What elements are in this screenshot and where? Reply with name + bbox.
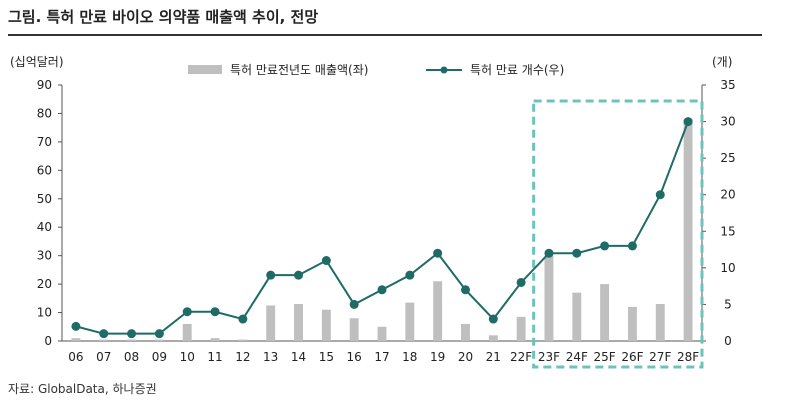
line-point: [294, 270, 304, 280]
left-tick-label: 70: [37, 135, 52, 149]
bar: [210, 338, 220, 341]
bar: [321, 309, 331, 341]
line-point: [488, 314, 498, 324]
x-tick-label: 28F: [677, 350, 699, 364]
x-tick-label: 15: [319, 350, 334, 364]
bar: [377, 326, 387, 341]
left-tick-label: 60: [37, 163, 52, 177]
line-series: [75, 121, 690, 335]
bar: [99, 339, 109, 341]
left-tick-label: 80: [37, 106, 52, 120]
legend-line-label: 특허 만료 개수(우): [470, 63, 564, 77]
bar: [182, 323, 192, 341]
line-point: [99, 329, 109, 339]
bar: [627, 306, 637, 341]
bar: [461, 323, 470, 341]
right-tick-label: 10: [720, 261, 735, 275]
x-tick-label: 06: [68, 350, 83, 364]
bar: [655, 304, 665, 341]
bar: [127, 339, 137, 341]
left-tick-label: 50: [37, 192, 52, 206]
x-tick-label: 27F: [649, 350, 671, 364]
x-tick-label: 10: [180, 350, 195, 364]
source-note: 자료: GlobalData, 하나증권: [8, 382, 157, 396]
line-point: [405, 270, 415, 280]
chart-title: 그림. 특허 만료 바이오 의약품 매출액 추이, 전망: [8, 8, 319, 26]
bar: [516, 316, 526, 341]
bar: [238, 339, 248, 341]
line-point: [71, 321, 81, 331]
left-axis-unit: (십억달러): [10, 55, 64, 69]
line-point: [460, 285, 470, 295]
x-tick-label: 11: [207, 350, 222, 364]
left-tick-label: 10: [37, 306, 52, 320]
line-point: [349, 299, 359, 309]
title-divider: [8, 34, 762, 36]
line-point: [266, 270, 276, 280]
x-tick-label: 18: [402, 350, 417, 364]
line-point: [683, 117, 693, 127]
right-axis-unit: (개): [712, 55, 732, 69]
x-tick-label: 09: [152, 350, 167, 364]
bar: [294, 304, 303, 341]
right-tick-label: 25: [720, 151, 735, 165]
bar: [683, 119, 693, 341]
x-tick-label: 25F: [594, 350, 616, 364]
left-tick-label: 30: [37, 249, 52, 263]
line-point: [516, 277, 526, 287]
line-point: [154, 329, 164, 339]
line-point: [572, 248, 582, 258]
line-point: [433, 248, 443, 258]
x-tick-label: 20: [458, 350, 473, 364]
bar: [405, 302, 415, 341]
x-tick-label: 26F: [621, 350, 643, 364]
legend-bar-swatch: [188, 65, 222, 74]
right-tick-label: 35: [720, 78, 735, 92]
line-point: [182, 307, 192, 317]
line-point: [544, 248, 554, 258]
x-tick-label: 22F: [510, 350, 532, 364]
right-tick-label: 20: [720, 188, 735, 202]
line-point: [210, 307, 220, 317]
x-tick-label: 12: [235, 350, 250, 364]
bar: [266, 305, 276, 341]
x-tick-label: 13: [263, 350, 278, 364]
left-tick-label: 20: [37, 277, 52, 291]
left-tick-label: 90: [37, 78, 52, 92]
left-tick-label: 0: [44, 334, 52, 348]
legend-line-marker: [440, 66, 448, 74]
x-tick-label: 19: [430, 350, 445, 364]
line-point: [377, 285, 387, 295]
line-point: [321, 256, 331, 266]
x-tick-label: 07: [96, 350, 111, 364]
line-point: [627, 241, 637, 251]
line-point: [127, 329, 137, 339]
left-tick-label: 40: [37, 220, 52, 234]
bar: [544, 255, 554, 341]
bar: [433, 281, 443, 341]
right-tick-label: 15: [720, 224, 735, 238]
line-point: [600, 241, 610, 251]
forecast-highlight-box: [532, 99, 704, 369]
x-tick-label: 14: [291, 350, 306, 364]
legend-bar-label: 특허 만료전년도 매출액(좌): [230, 63, 368, 77]
x-tick-label: 24F: [566, 350, 588, 364]
right-tick-label: 0: [724, 334, 732, 348]
x-tick-label: 21: [486, 350, 501, 364]
x-tick-label: 08: [124, 350, 139, 364]
x-tick-label: 23F: [538, 350, 560, 364]
bar: [349, 318, 359, 341]
x-tick-label: 17: [374, 350, 389, 364]
bar: [488, 335, 498, 341]
bar: [572, 292, 582, 341]
x-tick-label: 16: [347, 350, 362, 364]
line-point: [655, 190, 665, 200]
bar: [71, 338, 81, 341]
bar: [600, 284, 610, 341]
bar: [154, 339, 164, 341]
right-tick-label: 30: [720, 115, 735, 129]
line-point: [238, 314, 248, 324]
right-tick-label: 5: [724, 297, 732, 311]
